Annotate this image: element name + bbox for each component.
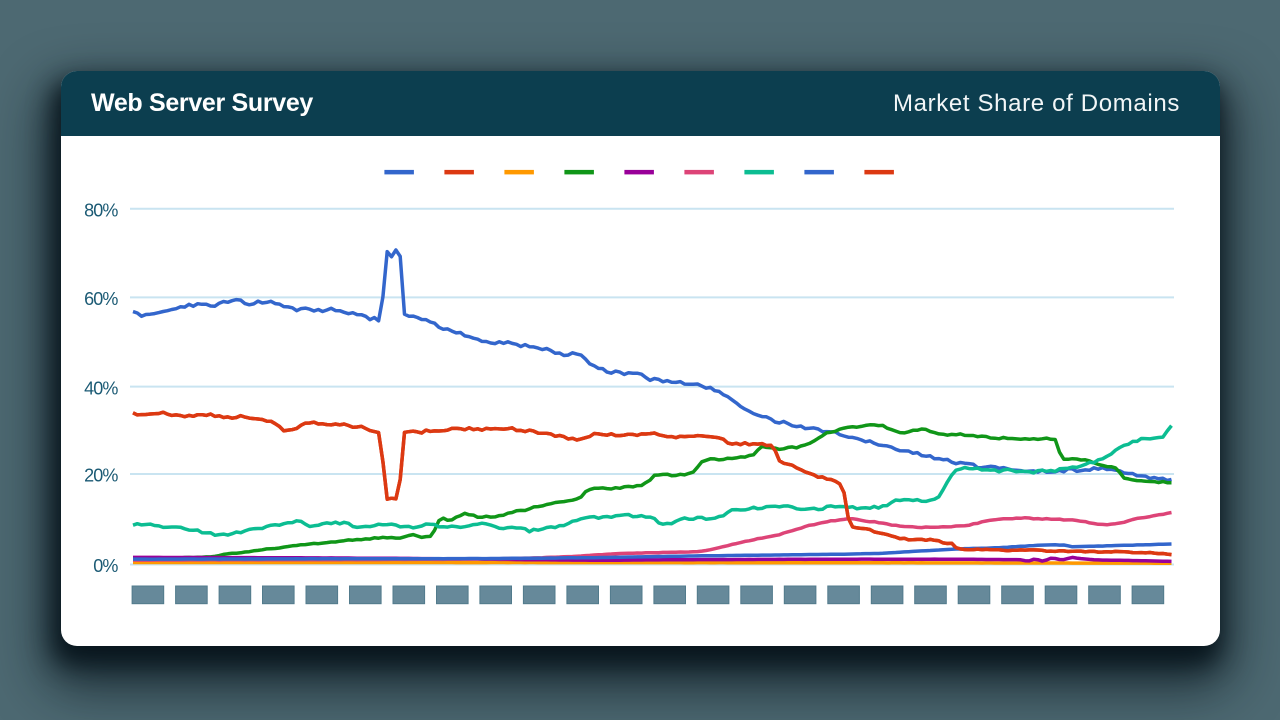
svg-text:40%: 40% — [84, 378, 118, 398]
svg-text:0%: 0% — [93, 556, 118, 576]
svg-text:80%: 80% — [84, 200, 118, 220]
svg-text:60%: 60% — [84, 289, 118, 309]
svg-text:20%: 20% — [84, 466, 118, 486]
